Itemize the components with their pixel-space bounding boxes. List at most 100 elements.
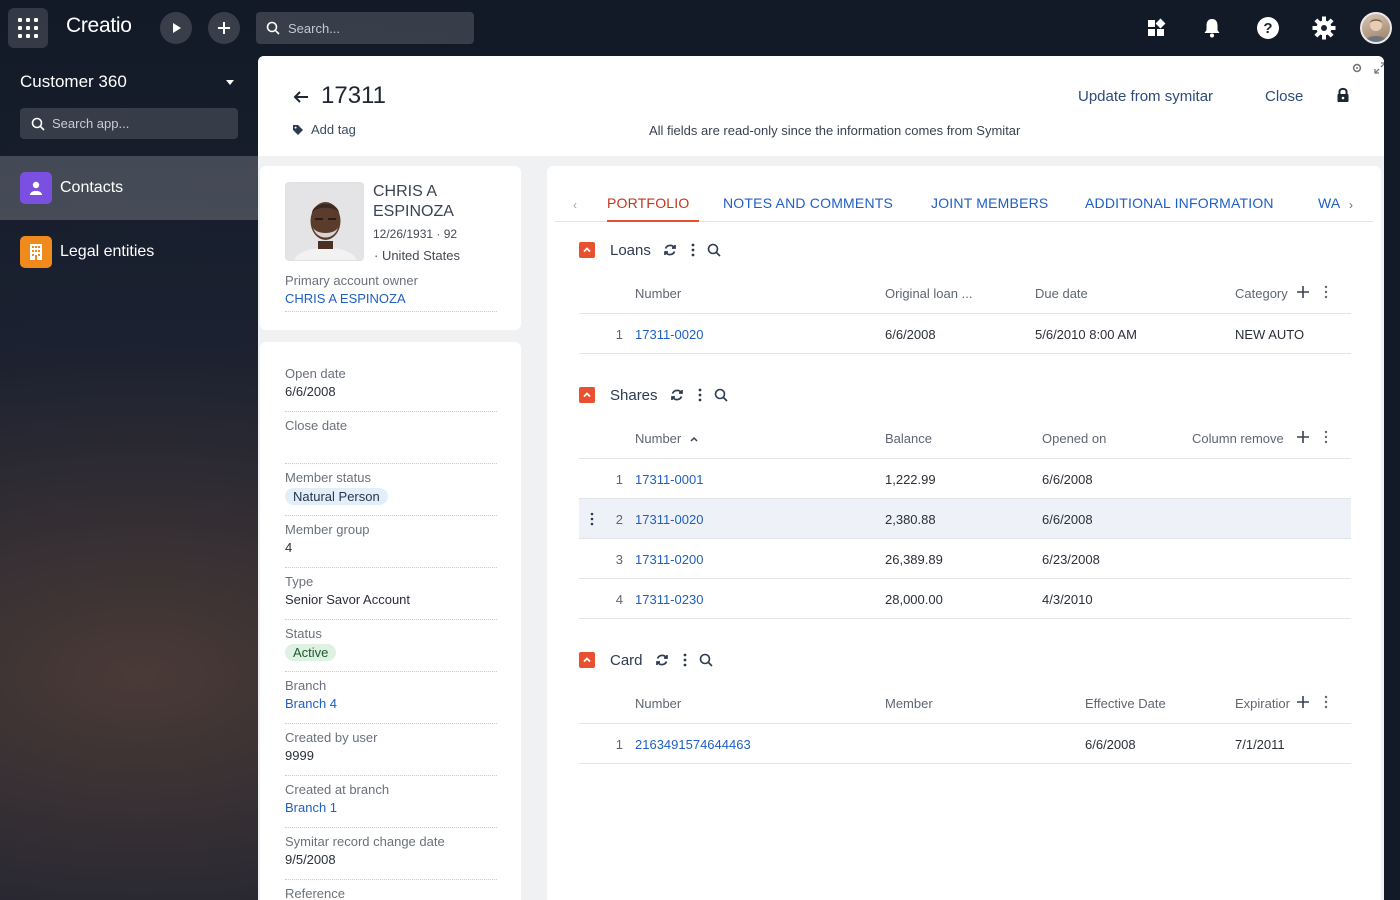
chevron-left-icon[interactable]: ‹ (573, 198, 577, 212)
readonly-message: All fields are read-only since the infor… (649, 123, 1021, 138)
owner-label: Primary account owner (285, 273, 418, 288)
plus-icon (218, 22, 230, 34)
column-header[interactable]: Due date (1035, 286, 1088, 301)
more-vertical-icon[interactable] (1324, 430, 1328, 444)
widgets-icon (1148, 18, 1166, 36)
share-number-link[interactable]: 17311-0200 (635, 552, 704, 567)
portfolio-card: ‹ PORTFOLIO NOTES AND COMMENTS JOINT MEM… (547, 166, 1381, 900)
global-search[interactable] (256, 12, 474, 44)
back-arrow-icon[interactable] (290, 86, 312, 108)
more-vertical-icon[interactable] (683, 653, 687, 667)
card-section-header: Card (579, 650, 713, 670)
widgets-button[interactable] (1142, 14, 1170, 42)
gear-icon[interactable] (1351, 62, 1363, 74)
branch-link[interactable]: Branch 1 (285, 800, 338, 815)
divider (579, 763, 1351, 764)
column-header[interactable]: Member (885, 696, 933, 711)
field-member-group: Member group 4 (285, 522, 497, 574)
more-vertical-icon[interactable] (691, 243, 695, 257)
column-header[interactable]: Balance (885, 431, 932, 446)
more-vertical-icon[interactable] (698, 388, 702, 402)
column-header[interactable]: Number (635, 286, 682, 301)
section-title: Card (610, 651, 643, 669)
search-icon[interactable] (699, 653, 713, 667)
app-search[interactable] (20, 108, 238, 139)
chevron-up-icon (583, 392, 591, 398)
notifications-button[interactable] (1198, 14, 1226, 42)
top-bar: Creatio ? (0, 0, 1400, 56)
sidebar-item-contacts[interactable]: Contacts (0, 156, 258, 220)
owner-link[interactable]: CHRIS A ESPINOZA (285, 291, 406, 306)
more-vertical-icon[interactable] (1324, 285, 1328, 299)
tab-additional-information[interactable]: ADDITIONAL INFORMATION (1085, 195, 1274, 211)
tab-truncated[interactable]: WA (1318, 195, 1340, 211)
column-header[interactable]: Number (635, 696, 682, 711)
share-number-link[interactable]: 17311-0001 (635, 472, 704, 487)
app-launcher-button[interactable] (8, 8, 48, 48)
field-type: Type Senior Savor Account (285, 574, 497, 626)
share-number-link[interactable]: 17311-0230 (635, 592, 704, 607)
field-open-date: Open date 6/6/2008 (285, 366, 497, 418)
tab-joint-members[interactable]: JOINT MEMBERS (931, 195, 1049, 211)
building-icon (20, 236, 52, 268)
column-header[interactable]: Opened on (1042, 431, 1107, 446)
column-header[interactable]: Number (635, 431, 699, 446)
update-from-symitar-button[interactable]: Update from symitar (1078, 88, 1214, 105)
column-header[interactable]: Expiratior (1235, 696, 1290, 711)
chevron-right-icon[interactable]: › (1349, 198, 1353, 212)
collapse-toggle[interactable] (579, 242, 595, 258)
branch-link[interactable]: Branch 4 (285, 696, 338, 711)
create-button[interactable] (208, 12, 240, 44)
search-icon[interactable] (714, 388, 728, 402)
refresh-icon[interactable] (663, 243, 677, 257)
refresh-icon[interactable] (655, 653, 669, 667)
run-process-button[interactable] (160, 12, 192, 44)
tab-portfolio[interactable]: PORTFOLIO (607, 195, 690, 211)
bell-icon (1204, 19, 1220, 38)
page-title: 17311 (321, 82, 386, 109)
refresh-icon[interactable] (670, 388, 684, 402)
table-row-highlighted[interactable] (579, 499, 1351, 539)
card-number-link[interactable]: 2163491574644463 (635, 737, 751, 752)
chevron-down-icon[interactable] (226, 80, 234, 85)
row-actions-icon[interactable] (590, 512, 594, 526)
shares-section-header: Shares (579, 385, 728, 405)
tab-bar: ‹ PORTFOLIO NOTES AND COMMENTS JOINT MEM… (555, 188, 1373, 222)
field-member-status: Member status Natural Person (285, 470, 497, 522)
expand-icon[interactable] (1374, 62, 1384, 74)
loan-number-link[interactable]: 17311-0020 (635, 327, 704, 342)
user-avatar[interactable] (1360, 12, 1392, 44)
plus-icon[interactable] (1297, 696, 1309, 708)
collapse-toggle[interactable] (579, 387, 595, 403)
settings-button[interactable] (1310, 14, 1338, 42)
column-header[interactable]: Original loan ... (885, 286, 973, 301)
column-header[interactable]: Category (1235, 286, 1288, 301)
record-header: 17311 Add tag Update from symitar Close … (258, 56, 1384, 156)
app-search-input[interactable] (52, 116, 222, 131)
more-vertical-icon[interactable] (1324, 695, 1328, 709)
collapse-toggle[interactable] (579, 652, 595, 668)
share-number-link[interactable]: 17311-0020 (635, 512, 704, 527)
add-tag-button[interactable]: Add tag (292, 122, 356, 137)
grid-icon (18, 18, 38, 38)
help-button[interactable]: ? (1254, 14, 1282, 42)
plus-icon[interactable] (1297, 286, 1309, 298)
workspace-title[interactable]: Customer 360 (20, 72, 127, 91)
plus-icon[interactable] (1297, 431, 1309, 443)
contact-dob-age: 12/26/1931 · 92 (373, 227, 458, 241)
search-icon[interactable] (707, 243, 721, 257)
profile-card: CHRIS A ESPINOZA 12/26/1931 · 92 · Unite… (260, 166, 521, 330)
column-header[interactable]: Column remove (1192, 431, 1284, 446)
details-card: Open date 6/6/2008 Close date Member sta… (260, 342, 521, 900)
search-icon (31, 117, 45, 131)
search-icon (266, 21, 280, 35)
svg-text:?: ? (1263, 20, 1272, 37)
divider (579, 723, 1351, 724)
section-title: Shares (610, 386, 658, 404)
tab-notes-and-comments[interactable]: NOTES AND COMMENTS (723, 195, 894, 211)
sidebar-item-legal-entities[interactable]: Legal entities (0, 220, 258, 284)
global-search-input[interactable] (288, 20, 458, 36)
close-button[interactable]: Close (1265, 88, 1304, 105)
column-header[interactable]: Effective Date (1085, 696, 1166, 711)
section-title: Loans (610, 241, 651, 259)
